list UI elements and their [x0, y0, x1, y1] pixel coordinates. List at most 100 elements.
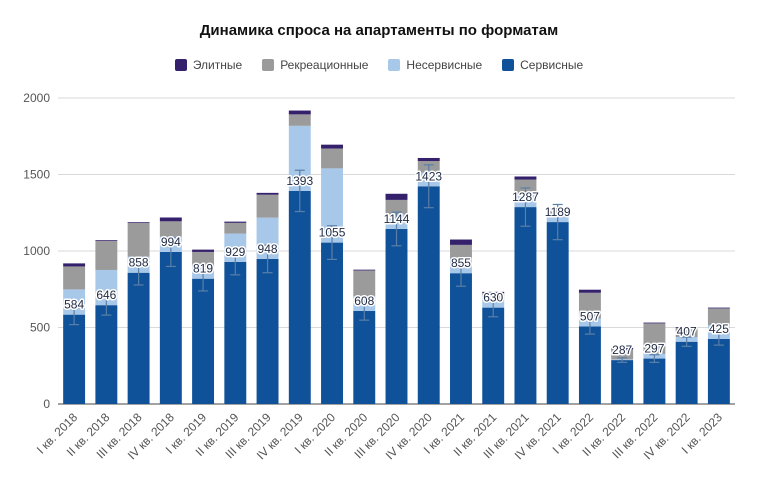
- bar-segment-Рекреационные: [321, 148, 343, 169]
- bar-segment-Сервисные: [611, 360, 634, 404]
- bar-segment-Рекреационные: [192, 251, 215, 268]
- bar-segment-Элитные: [159, 217, 182, 222]
- bar-segment-Элитные: [127, 222, 150, 224]
- bar-segment-Рекреационные: [159, 221, 182, 237]
- bar-segment-Элитные: [675, 327, 698, 328]
- legend-item: Сервисные: [502, 58, 583, 72]
- legend-item: Элитные: [174, 58, 243, 72]
- bar-segment-Элитные: [611, 347, 634, 350]
- bar-segment-Несервисные: [95, 269, 118, 306]
- data-label: 425: [709, 322, 729, 336]
- bar-segment-Сервисные: [578, 326, 601, 404]
- chart-title: Динамика спроса на апартаменты по формат…: [199, 22, 559, 39]
- bar-segment-Сервисные: [288, 190, 311, 404]
- bar-segment-Элитные: [707, 307, 730, 309]
- y-tick-label: 2000: [23, 91, 50, 105]
- y-tick-label: 0: [43, 397, 50, 411]
- bar-segment-Сервисные: [63, 314, 86, 404]
- legend-swatch: [174, 59, 187, 71]
- bar-segment-Рекреационные: [256, 194, 279, 218]
- bar-segment-Рекреационные: [224, 222, 247, 234]
- bar-segment-Рекреационные: [353, 270, 376, 297]
- data-label: 1055: [319, 226, 346, 240]
- bar-segment-Рекреационные: [288, 114, 311, 126]
- data-label: 630: [483, 291, 503, 305]
- bar-segment-Элитные: [288, 110, 311, 115]
- bar-segment-Сервисные: [546, 222, 569, 404]
- bar-segment-Сервисные: [514, 207, 537, 404]
- y-tick-label: 1500: [23, 168, 50, 182]
- bar-segment-Элитные: [224, 221, 247, 223]
- legend-label: Элитные: [192, 58, 243, 72]
- bar-segment-Элитные: [353, 269, 376, 271]
- legend-label: Рекреационные: [280, 58, 369, 72]
- data-label: 1144: [384, 212, 410, 226]
- bar-segment-Сервисные: [95, 305, 118, 404]
- bar-segment-Элитные: [417, 157, 440, 162]
- data-label: 948: [258, 242, 278, 256]
- data-label: 1287: [512, 190, 539, 204]
- data-label: 584: [64, 298, 84, 312]
- data-label: 858: [129, 256, 149, 270]
- data-label: 1393: [286, 174, 313, 188]
- bar-segment-Рекреационные: [707, 308, 730, 326]
- bar-segment-Несервисные: [321, 168, 343, 243]
- bar-segment-Элитные: [95, 240, 118, 241]
- legend-swatch: [262, 59, 275, 71]
- bar-segment-Элитные: [256, 192, 279, 195]
- data-label: 407: [677, 325, 697, 339]
- bar-segment-Несервисные: [63, 289, 86, 315]
- data-label: 1423: [415, 169, 442, 183]
- bar-segment-Несервисные: [256, 217, 279, 259]
- bar-segment-Элитные: [63, 263, 86, 267]
- data-label: 929: [225, 245, 245, 259]
- bar-segment-Элитные: [482, 291, 505, 294]
- legend-item: Рекреационные: [262, 58, 368, 72]
- bar-segment-Элитные: [514, 176, 537, 180]
- bar-segment-Элитные: [450, 239, 472, 245]
- data-label: 1189: [545, 205, 571, 219]
- bar-segment-Сервисные: [159, 251, 182, 404]
- bar-segment-Рекреационные: [611, 349, 634, 360]
- chart-legend: Элитные Рекреационные Несервисные Сервисные: [0, 58, 758, 72]
- legend-label: Несервисные: [406, 58, 483, 72]
- data-label: 994: [161, 235, 181, 249]
- legend-item: Несервисные: [388, 58, 482, 72]
- data-label: 287: [612, 343, 632, 357]
- bar-segment-Рекреационные: [450, 244, 472, 259]
- bar-segment-Рекреационные: [643, 323, 666, 354]
- data-label: 646: [96, 288, 116, 302]
- bar-segment-Сервисные: [385, 228, 408, 404]
- bar-segment-Несервисные: [707, 325, 730, 339]
- bar-segment-Рекреационные: [63, 266, 86, 290]
- bar-segment-Сервисные: [482, 307, 505, 404]
- bar-segment-Рекреационные: [514, 179, 537, 195]
- legend-swatch: [388, 59, 401, 71]
- legend-label: Сервисные: [520, 58, 584, 72]
- bar-segment-Несервисные: [224, 233, 247, 262]
- y-tick-label: 500: [30, 321, 50, 335]
- bar-segment-Сервисные: [643, 358, 666, 404]
- bar-segment-Сервисные: [417, 186, 440, 404]
- bar-segment-Сервисные: [224, 261, 247, 404]
- bar-segment-Несервисные: [288, 125, 311, 191]
- bar-segment-Сервисные: [127, 272, 150, 404]
- bar-segment-Сервисные: [675, 341, 698, 404]
- bar-segment-Элитные: [578, 289, 601, 293]
- bar-segment-Сервисные: [450, 273, 472, 404]
- bar-segment-Сервисные: [707, 338, 730, 404]
- bar-segment-Сервисные: [321, 242, 343, 404]
- bar-segment-Элитные: [321, 144, 343, 149]
- bar-segment-Рекреационные: [482, 293, 505, 299]
- data-label: 819: [193, 262, 213, 276]
- bar-segment-Сервисные: [256, 258, 279, 404]
- data-label: 855: [451, 256, 471, 270]
- bar-segment-Элитные: [385, 193, 408, 200]
- legend-swatch: [502, 59, 515, 71]
- bar-segment-Рекреационные: [578, 292, 601, 319]
- bar-segment-Рекреационные: [385, 199, 408, 215]
- bar-segment-Сервисные: [353, 310, 376, 404]
- bar-segment-Рекреационные: [675, 327, 698, 338]
